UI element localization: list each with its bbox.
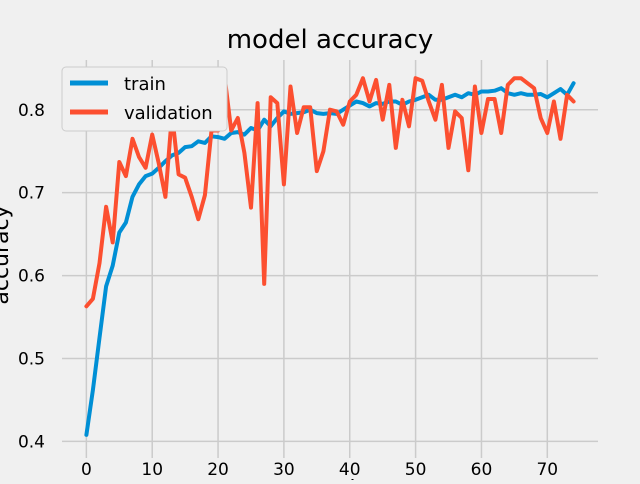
x-tick-label: 10 bbox=[141, 460, 163, 480]
y-tick-label: 0.5 bbox=[18, 350, 45, 370]
x-tick-label: 70 bbox=[536, 460, 558, 480]
y-axis-label: accuracy bbox=[0, 205, 14, 304]
x-tick-label: 60 bbox=[471, 460, 493, 480]
legend-label-validation: validation bbox=[124, 103, 213, 124]
x-tick-label: 20 bbox=[207, 460, 229, 480]
x-tick-label: 0 bbox=[81, 460, 92, 480]
y-tick-label: 0.7 bbox=[18, 184, 45, 204]
x-tick-label: 30 bbox=[273, 460, 295, 480]
y-tick-label: 0.4 bbox=[18, 432, 45, 452]
y-tick-label: 0.8 bbox=[18, 101, 45, 121]
tick-labels: 0 10 20 30 40 50 60 70 0.4 0.5 0.6 0.7 0.8 bbox=[18, 101, 558, 480]
y-tick-label: 0.6 bbox=[18, 267, 45, 287]
legend-label-train: train bbox=[124, 74, 166, 95]
legend: train validation bbox=[61, 66, 228, 132]
series-line-validation bbox=[84, 74, 576, 309]
x-tick-label: 40 bbox=[339, 460, 361, 480]
chart-title: model accuracy bbox=[227, 25, 434, 55]
x-tick-label: 50 bbox=[405, 460, 427, 480]
series-lines bbox=[84, 74, 576, 437]
